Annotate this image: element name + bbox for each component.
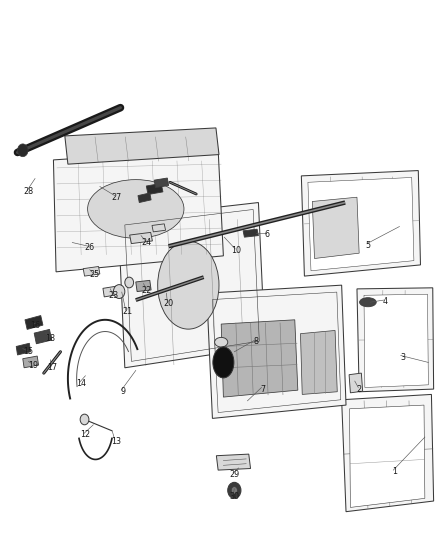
Polygon shape <box>103 286 117 297</box>
Ellipse shape <box>360 297 376 307</box>
Text: 19: 19 <box>28 361 38 369</box>
Text: 2: 2 <box>357 385 362 393</box>
Polygon shape <box>146 183 163 195</box>
Text: 18: 18 <box>46 334 55 343</box>
Text: 9: 9 <box>120 387 125 396</box>
Text: 20: 20 <box>163 300 174 308</box>
Polygon shape <box>65 128 219 164</box>
Text: 15: 15 <box>23 348 34 356</box>
Text: 14: 14 <box>76 379 86 388</box>
Polygon shape <box>152 224 166 232</box>
Ellipse shape <box>88 180 184 238</box>
Text: 7: 7 <box>260 385 265 393</box>
Polygon shape <box>308 177 414 271</box>
Polygon shape <box>357 288 434 392</box>
Polygon shape <box>350 405 425 507</box>
Polygon shape <box>16 343 31 355</box>
Polygon shape <box>207 285 346 418</box>
Polygon shape <box>138 193 151 203</box>
Polygon shape <box>301 171 420 276</box>
Circle shape <box>80 414 89 425</box>
Text: 23: 23 <box>109 292 119 300</box>
Text: 27: 27 <box>111 193 121 201</box>
Polygon shape <box>34 329 52 344</box>
Text: 4: 4 <box>383 297 388 305</box>
Text: 30: 30 <box>230 492 239 501</box>
Polygon shape <box>136 280 151 292</box>
Text: 24: 24 <box>141 238 152 247</box>
Circle shape <box>231 487 237 494</box>
Circle shape <box>18 144 28 157</box>
Text: 21: 21 <box>122 308 132 316</box>
Text: 29: 29 <box>229 470 240 479</box>
Text: 3: 3 <box>400 353 406 361</box>
Polygon shape <box>300 330 337 394</box>
Polygon shape <box>23 356 39 368</box>
Text: 10: 10 <box>232 246 241 255</box>
Polygon shape <box>221 320 298 397</box>
Text: 16: 16 <box>30 321 40 329</box>
Polygon shape <box>364 294 428 387</box>
Ellipse shape <box>213 347 234 378</box>
Ellipse shape <box>158 241 219 329</box>
Text: 5: 5 <box>365 241 371 249</box>
Polygon shape <box>342 394 434 512</box>
Ellipse shape <box>215 337 228 347</box>
Polygon shape <box>83 266 100 276</box>
Circle shape <box>113 285 125 298</box>
Polygon shape <box>349 373 363 393</box>
Text: 25: 25 <box>89 270 99 279</box>
Circle shape <box>125 277 134 288</box>
Text: 8: 8 <box>254 337 259 345</box>
Polygon shape <box>154 178 169 188</box>
Circle shape <box>228 482 241 498</box>
Text: 12: 12 <box>80 430 91 439</box>
Text: 22: 22 <box>141 286 152 295</box>
Polygon shape <box>312 197 359 259</box>
Text: 1: 1 <box>392 467 397 476</box>
Polygon shape <box>25 316 43 329</box>
Text: 28: 28 <box>23 188 34 196</box>
Polygon shape <box>216 454 251 470</box>
Polygon shape <box>243 229 258 237</box>
Polygon shape <box>118 203 265 368</box>
Text: 13: 13 <box>111 437 121 446</box>
Text: 26: 26 <box>85 244 95 252</box>
Text: 17: 17 <box>47 364 58 372</box>
Text: 6: 6 <box>265 230 270 239</box>
Polygon shape <box>53 149 223 272</box>
Polygon shape <box>130 232 152 244</box>
